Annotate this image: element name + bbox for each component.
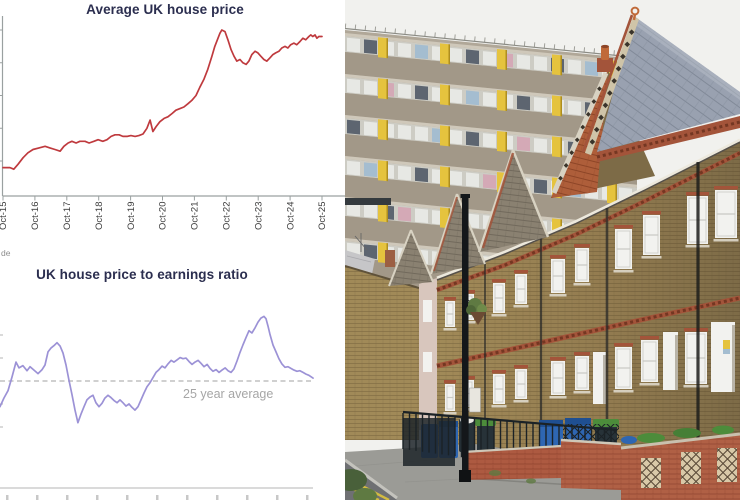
street-level — [345, 410, 740, 500]
x-tick-label: Oct-24 — [285, 202, 296, 231]
street-photo — [345, 0, 740, 500]
distant-houses — [345, 233, 437, 440]
x-tick-label: Oct-21 — [190, 202, 201, 231]
lamppost-sign — [469, 387, 481, 413]
x-tick-label: Oct-19 — [126, 202, 137, 231]
y-axis-ticks — [0, 29, 3, 162]
grass-tuft — [489, 470, 501, 476]
x-axis-ticks: Oct-15 Oct-16 Oct-17 Oct-18 Oct-19 Oct-20 Oct-… — [0, 196, 328, 230]
green-lid — [712, 425, 734, 435]
doorway — [711, 322, 735, 392]
hanging-basket — [466, 298, 487, 325]
average-line-label: 25 year average — [183, 387, 273, 401]
blue-lid — [621, 436, 637, 444]
price-earnings-series-line — [0, 315, 314, 424]
price-earnings-line-chart: 25 year average — [0, 315, 314, 500]
red-brick-floor-band — [436, 295, 740, 369]
doorway — [663, 332, 678, 390]
chart-title-price-earnings-ratio: UK house price to earnings ratio — [36, 267, 248, 282]
kerb — [345, 458, 398, 500]
tower-roof-edge — [345, 27, 638, 59]
green-lid — [673, 428, 701, 438]
x-tick-label: Oct-17 — [62, 202, 73, 231]
bush — [345, 469, 367, 491]
x-tick-label: Oct-18 — [94, 202, 105, 231]
chart-title-average-house-price: Average UK house price — [86, 2, 244, 17]
green-lid — [475, 419, 496, 426]
x-tick-label: Oct-22 — [222, 202, 233, 231]
ornament-band — [551, 72, 609, 194]
x-tick-label: Oct-25 — [317, 202, 328, 231]
chimney-pot — [601, 46, 609, 60]
doorway — [593, 352, 606, 404]
street-sign-bar — [345, 198, 391, 205]
distant-chimney — [385, 250, 395, 267]
iron-lattice-fence — [563, 424, 619, 442]
grass-tuft — [526, 478, 536, 484]
lattice-blocks — [641, 448, 737, 488]
charts-panel: Average UK house price Oct-15 Oct-16 Oct-1… — [0, 0, 345, 500]
bush — [353, 488, 377, 500]
cropped-x-tick-labels — [6, 495, 309, 500]
x-tick-label: Oct-20 — [158, 202, 169, 231]
lamppost-base — [459, 470, 471, 482]
diamond-ornaments — [558, 86, 602, 181]
terraced-houses — [436, 138, 740, 475]
garden-walls — [462, 424, 740, 500]
house-price-line-chart: Oct-15 Oct-16 Oct-17 Oct-18 Oct-19 Oct-20 Oct-… — [0, 16, 345, 230]
green-lid — [637, 433, 665, 443]
house-price-series-line — [2, 29, 323, 171]
lamppost — [345, 194, 487, 482]
chimney-stack — [597, 58, 613, 72]
source-text-fragment: de — [1, 248, 11, 258]
x-tick-label: Oct-15 — [0, 202, 9, 231]
diamond-ornaments — [589, 29, 635, 145]
gable-edge-brick — [581, 14, 634, 153]
x-tick-label: Oct-23 — [253, 202, 264, 231]
downpipes — [484, 162, 700, 448]
x-tick-label: Oct-16 — [30, 202, 41, 231]
